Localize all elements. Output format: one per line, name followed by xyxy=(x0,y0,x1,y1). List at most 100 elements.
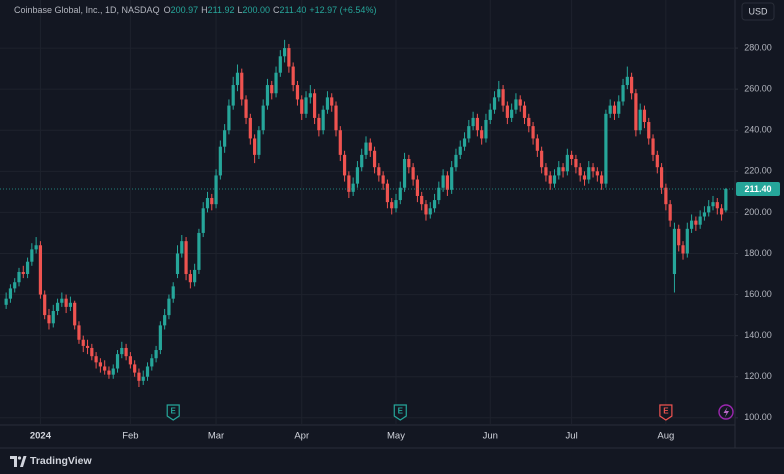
candle-body xyxy=(347,175,351,192)
candle-body xyxy=(471,117,475,127)
candle-body xyxy=(180,241,184,254)
candle-body xyxy=(265,85,270,106)
candle-body xyxy=(454,154,458,168)
x-tick-label: Jul xyxy=(566,431,578,442)
candle-body xyxy=(342,154,347,176)
candle-body xyxy=(591,167,595,172)
candle-body xyxy=(94,356,98,363)
legend-key: O xyxy=(164,5,171,15)
event-marker xyxy=(659,404,673,421)
candle-body xyxy=(445,175,449,190)
x-tick-label: Jun xyxy=(483,431,498,442)
candle-body xyxy=(98,362,102,367)
candle-body xyxy=(651,138,655,155)
candle-body xyxy=(317,117,321,131)
candle-body xyxy=(115,354,120,369)
candle-body xyxy=(240,72,244,100)
candle-body xyxy=(574,158,578,168)
y-tick-label: 140.00 xyxy=(744,330,772,340)
candle-body xyxy=(137,372,141,381)
candle-body xyxy=(475,117,479,131)
candle-body xyxy=(372,150,377,168)
y-tick-label: 220.00 xyxy=(744,166,772,176)
candle-body xyxy=(600,175,604,184)
event-marker xyxy=(166,404,180,421)
candle-body xyxy=(685,228,689,254)
candle-body xyxy=(235,72,240,86)
icon-bolt xyxy=(723,407,729,418)
candle-body xyxy=(38,245,43,295)
candle-body xyxy=(55,302,60,311)
candle-body xyxy=(103,366,107,371)
candle-body xyxy=(462,138,467,147)
candle-body xyxy=(394,200,398,209)
overlay: 211.40 E E E xyxy=(0,181,780,421)
candle-body xyxy=(527,117,531,127)
candle-body xyxy=(668,204,672,221)
candle-body xyxy=(655,154,659,168)
candle-body xyxy=(321,109,325,131)
candle-body xyxy=(295,85,300,100)
currency-label[interactable]: USD xyxy=(748,6,768,16)
candle-body xyxy=(330,97,334,106)
candle-body xyxy=(47,315,51,324)
candle-body xyxy=(163,315,167,326)
candle-body xyxy=(244,99,248,118)
candle-body xyxy=(535,138,539,151)
candle-body xyxy=(291,66,295,86)
candle-body xyxy=(441,175,445,188)
candle-body xyxy=(13,282,17,289)
candle-body xyxy=(557,167,561,176)
y-tick-label: 120.00 xyxy=(744,371,772,381)
candle-body xyxy=(364,142,368,155)
candle-body xyxy=(617,101,621,114)
candle-body xyxy=(561,167,565,172)
candle-body xyxy=(64,298,68,307)
candle-body xyxy=(355,167,360,184)
event-label: E xyxy=(663,407,669,416)
candle-body xyxy=(428,208,432,215)
candle-body xyxy=(390,202,394,209)
event-label: E xyxy=(398,407,404,416)
candle-body xyxy=(565,154,569,172)
candle-body xyxy=(34,245,38,250)
y-tick-label: 160.00 xyxy=(744,289,772,299)
legend: Coinbase Global, Inc., 1D, NASDAQ O200.97… xyxy=(14,5,376,15)
candle-body xyxy=(81,339,85,346)
candle-body xyxy=(432,200,437,209)
candle-body xyxy=(694,220,698,225)
candle-body xyxy=(488,109,492,120)
event-label: E xyxy=(171,407,177,416)
event-marker xyxy=(393,404,407,421)
candle-body xyxy=(368,142,372,151)
candle-body xyxy=(621,85,625,102)
candle-body xyxy=(724,188,728,211)
logo-dot xyxy=(17,456,22,460)
candle-body xyxy=(351,183,355,192)
candle-body xyxy=(642,109,647,123)
currency-button[interactable] xyxy=(741,2,775,21)
dividend-icon[interactable] xyxy=(718,404,734,420)
candle-body xyxy=(90,347,94,357)
last-price-label: 211.40 xyxy=(744,184,771,194)
candle-body xyxy=(377,167,381,176)
candle-body xyxy=(711,202,715,207)
candle-body xyxy=(188,274,192,283)
legend-change: +12.97 (+6.54%) xyxy=(309,5,376,15)
legend-value: 211.40 xyxy=(280,5,307,15)
candle-body xyxy=(223,130,227,147)
x-tick-label: May xyxy=(387,431,405,442)
candle-body xyxy=(210,198,214,205)
candle-body xyxy=(287,48,291,67)
candle-body xyxy=(300,99,304,114)
candle-body xyxy=(518,99,522,106)
candle-body xyxy=(672,228,677,275)
x-tick-label: 2024 xyxy=(30,431,52,442)
candle-body xyxy=(608,105,612,114)
x-tick-label: Feb xyxy=(122,431,138,442)
candle-body xyxy=(30,249,34,262)
candle-body xyxy=(312,93,317,118)
